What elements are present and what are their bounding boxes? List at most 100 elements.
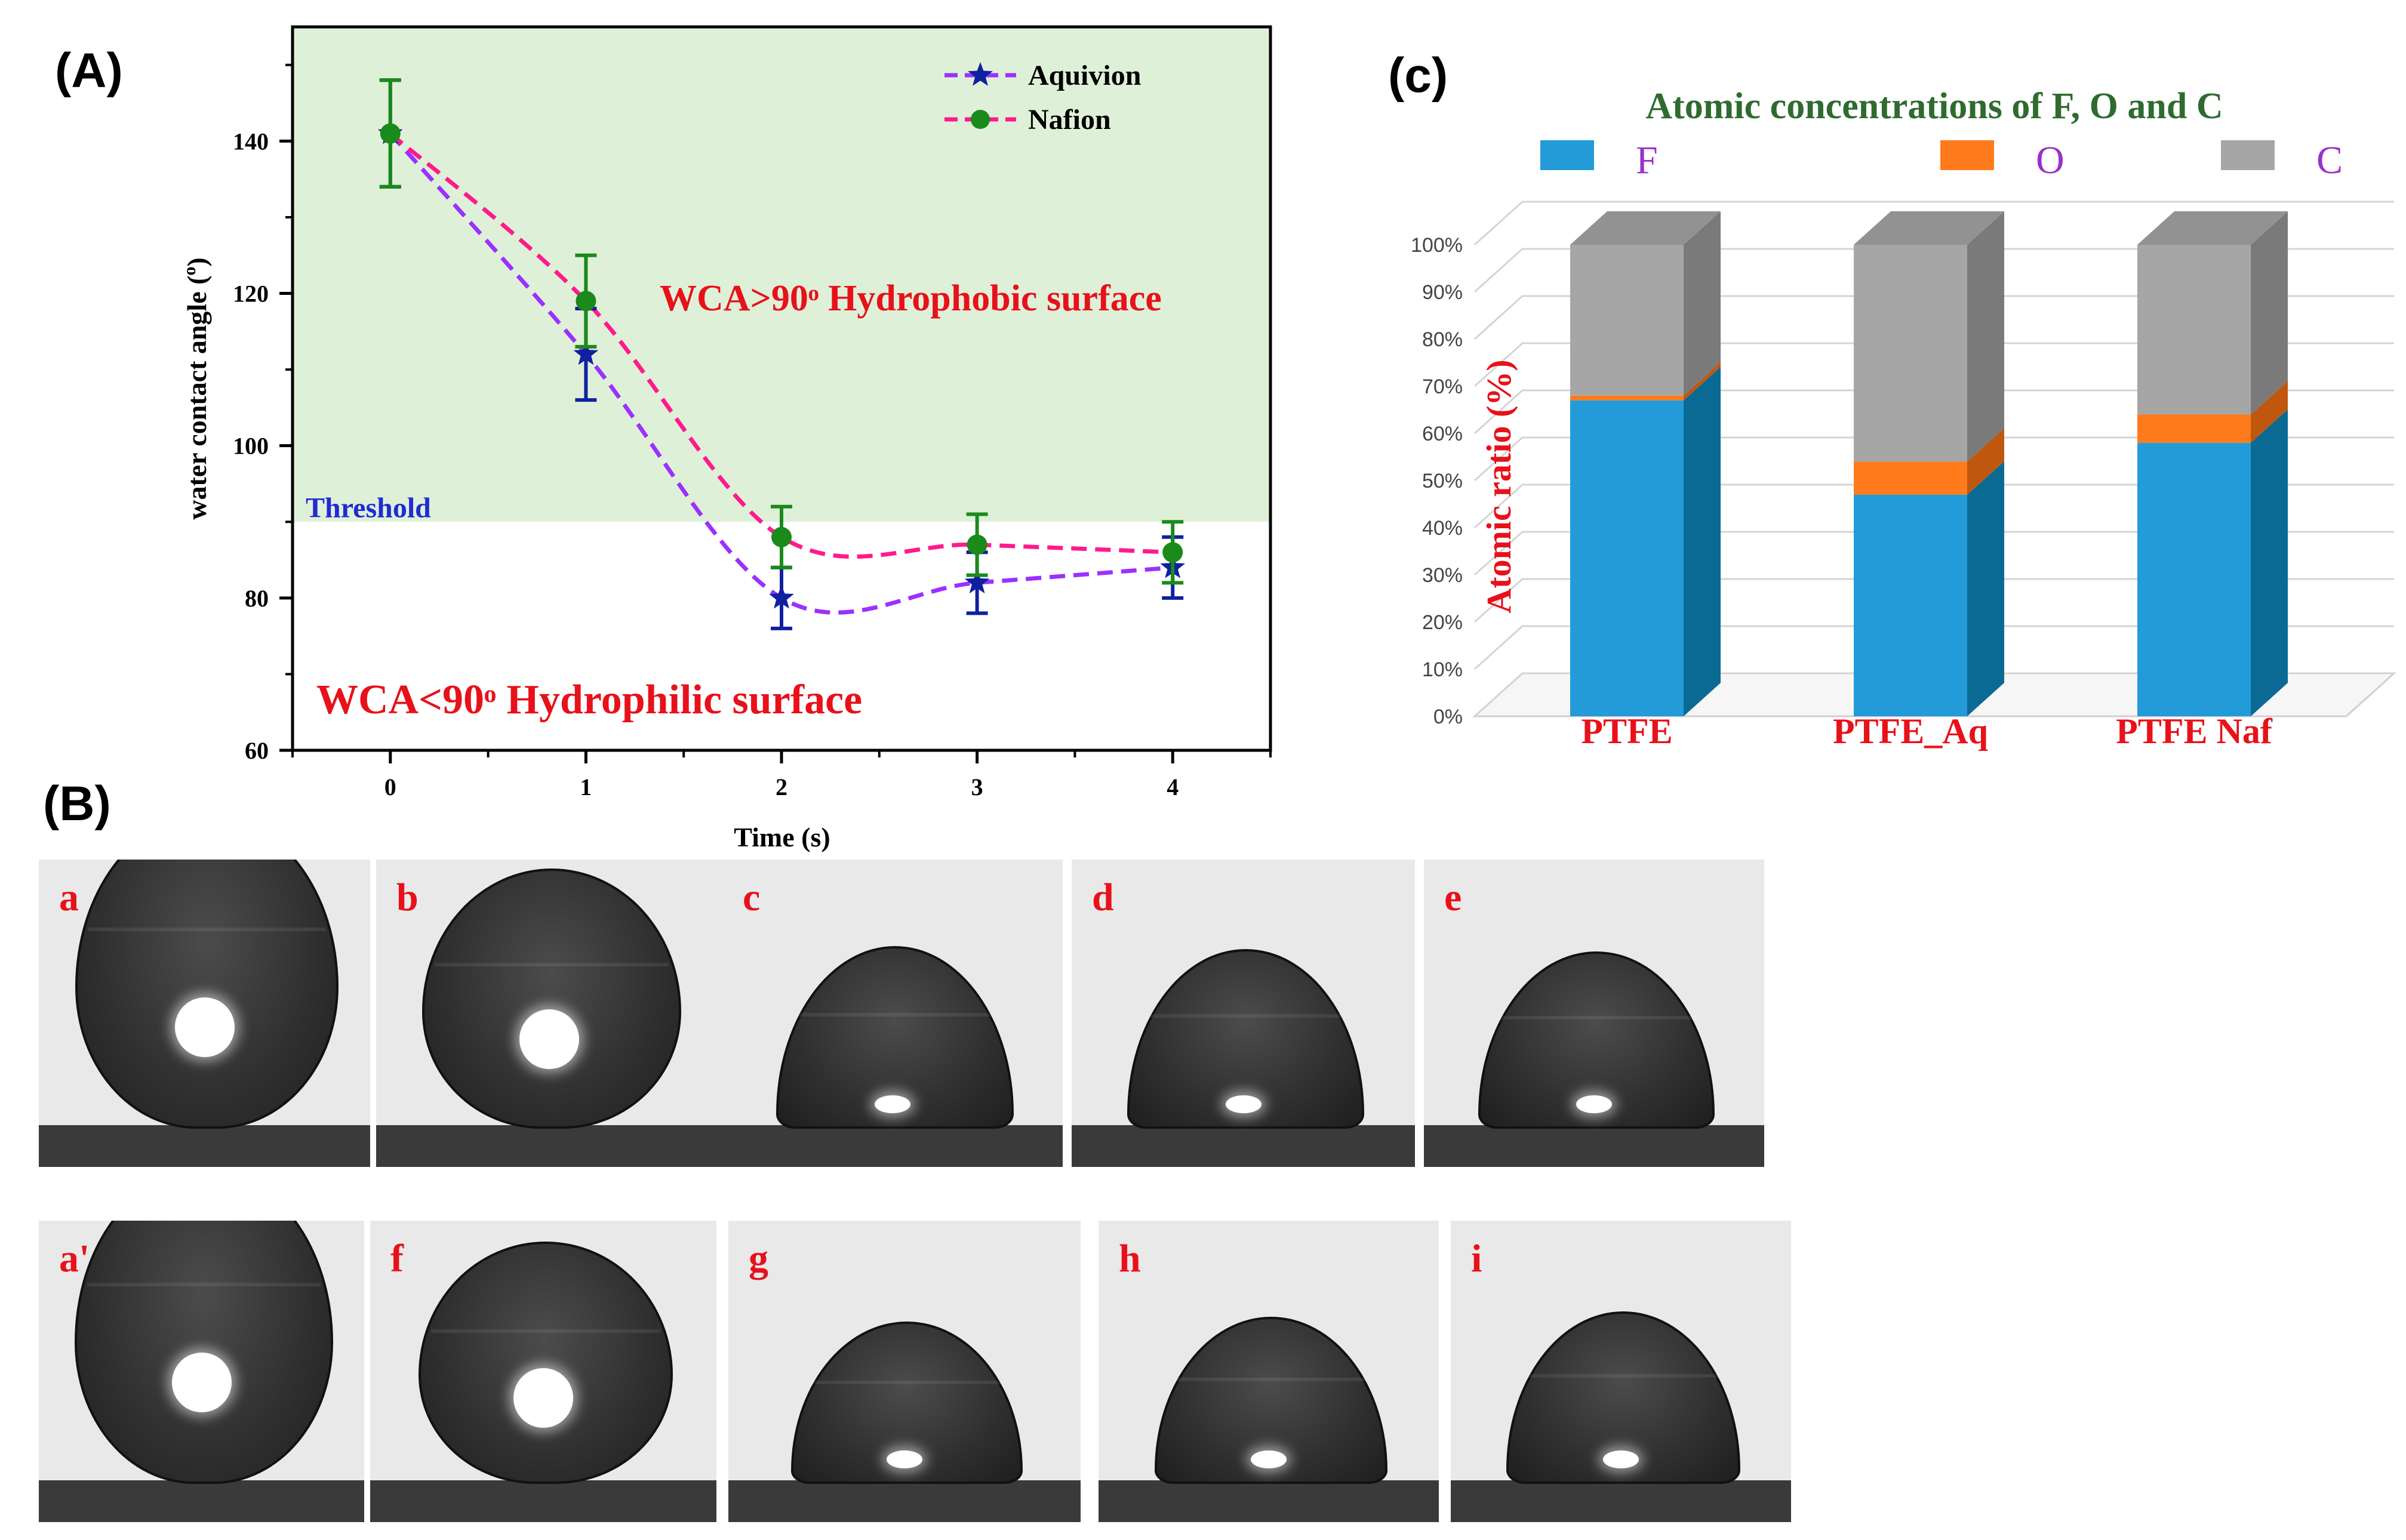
bar-side-f-2: [2251, 409, 2288, 716]
bar-side-c-1: [1967, 211, 2004, 462]
photo-label: a: [59, 876, 79, 919]
bar-top-2: [2137, 211, 2288, 245]
photo-label: d: [1092, 876, 1114, 919]
category-label: PTFE: [1581, 712, 1672, 751]
y-tick-label: 120: [233, 281, 269, 307]
substrate: [1424, 1125, 1764, 1167]
gridline: [1473, 672, 2394, 717]
y-tick-label: 70%: [1422, 375, 1463, 398]
bar-o-0: [1570, 395, 1684, 401]
photo-label: c: [743, 876, 761, 919]
light-reflection: [1225, 1095, 1262, 1113]
bar-c-0: [1570, 245, 1684, 396]
bar-side-c-0: [1684, 211, 1721, 396]
legend-label: C: [2316, 138, 2343, 182]
y-tick-label: 60%: [1422, 423, 1463, 445]
y-tick-label: 10%: [1422, 658, 1463, 681]
data-point-circle: [967, 534, 987, 555]
droplet-photo-f: f: [370, 1221, 716, 1522]
contact-angle-chart: 60 80 100 120 140 0 1 2 3 4 Time (s) water contact …: [180, 25, 1272, 852]
gridline: [1473, 389, 2394, 435]
photo-label: h: [1119, 1237, 1141, 1280]
substrate: [1072, 1125, 1415, 1167]
light-reflection: [1603, 1450, 1639, 1468]
bar-f-2: [2137, 442, 2251, 716]
x-tick-label: 4: [1167, 774, 1179, 800]
photo-label: g: [749, 1237, 768, 1280]
legend-swatch: [1540, 140, 1594, 170]
y-tick-label: 60: [245, 737, 269, 764]
bar-o-2: [2137, 414, 2251, 443]
droplet-photo-aprime: a': [39, 1221, 364, 1522]
panel-label-a: (A): [55, 44, 123, 98]
category-label: PTFE Naf: [2116, 712, 2273, 751]
bar-c-2: [2137, 245, 2251, 415]
threshold-label: Threshold: [306, 492, 431, 523]
light-reflection: [513, 1368, 573, 1428]
light-reflection: [1251, 1450, 1287, 1468]
series-line-nafion: [389, 131, 1173, 559]
water-droplet: [418, 1241, 673, 1484]
y-tick-label: 80: [245, 585, 269, 612]
category-label: PTFE_Aq: [1833, 712, 1988, 751]
data-point-circle: [1162, 542, 1183, 563]
droplet-photo-h: h: [1099, 1221, 1439, 1522]
light-reflection: [887, 1450, 922, 1468]
x-tick-label: 1: [580, 774, 592, 800]
data-point-circle: [576, 291, 596, 312]
bar-f-0: [1570, 400, 1684, 716]
bar-side-f-0: [1684, 366, 1721, 716]
bar-side-o-1: [1967, 428, 2004, 495]
droplet-photo-a: a: [39, 860, 370, 1167]
bar-o-1: [1854, 461, 1967, 495]
gridline: [1473, 342, 2394, 387]
gridline: [1473, 578, 2394, 623]
hydrophobic-annotation: WCA>90ᵒ Hydrophobic surface: [660, 278, 1162, 319]
droplet-photo-g: g: [728, 1221, 1081, 1522]
substrate: [728, 1480, 1081, 1522]
substrate: [39, 1125, 370, 1167]
light-reflection: [174, 997, 235, 1057]
bar-c-1: [1854, 245, 1967, 462]
substrate: [39, 1480, 364, 1522]
panel-label-c: (c): [1388, 48, 1448, 103]
droplet-photo-c: c: [722, 860, 1063, 1167]
water-droplet: [75, 860, 339, 1129]
y-tick-label: 40%: [1422, 517, 1463, 540]
y-tick-label: 30%: [1422, 564, 1463, 587]
x-tick-label: 0: [384, 774, 396, 800]
y-tick-label: 90%: [1422, 281, 1463, 304]
data-point-star: [573, 341, 599, 365]
substrate: [1451, 1480, 1791, 1522]
legend-swatch: [2221, 140, 2275, 170]
droplet-photo-i: i: [1451, 1221, 1791, 1522]
legend-label: O: [2036, 138, 2065, 182]
light-reflection: [875, 1095, 910, 1113]
light-reflection: [519, 1009, 579, 1069]
photo-label: f: [390, 1237, 404, 1280]
droplet-photo-d: d: [1072, 860, 1415, 1167]
series-line-aquivion: [389, 132, 1173, 615]
atomic-concentration-chart: 0% 10% 20% 30% 40% 50% 60% 70% 80% 90% 100% Atomic …: [1411, 86, 2396, 751]
droplet-photo-b: b: [376, 860, 722, 1167]
x-axis-label: Time (s): [734, 822, 830, 852]
gridline: [1473, 436, 2394, 482]
gridline: [1473, 201, 2394, 246]
water-droplet: [74, 1221, 334, 1484]
legend-swatch: [1940, 140, 1994, 170]
legend-marker: [968, 62, 993, 86]
substrate: [370, 1480, 716, 1522]
photo-label: i: [1471, 1237, 1482, 1280]
y-tick-label: 100: [233, 433, 269, 460]
bar-side-o-0: [1684, 362, 1721, 401]
substrate: [1099, 1480, 1439, 1522]
gridline: [1473, 625, 2394, 670]
y-tick-label: 100%: [1411, 234, 1463, 257]
legend-label: Nafion: [1028, 104, 1111, 135]
x-tick-label: 2: [776, 774, 787, 800]
chart-title: Atomic concentrations of F, O and C: [1645, 86, 2223, 127]
legend-label: Aquivion: [1028, 60, 1141, 91]
gridline: [1473, 483, 2394, 529]
bar-top-0: [1570, 211, 1721, 245]
